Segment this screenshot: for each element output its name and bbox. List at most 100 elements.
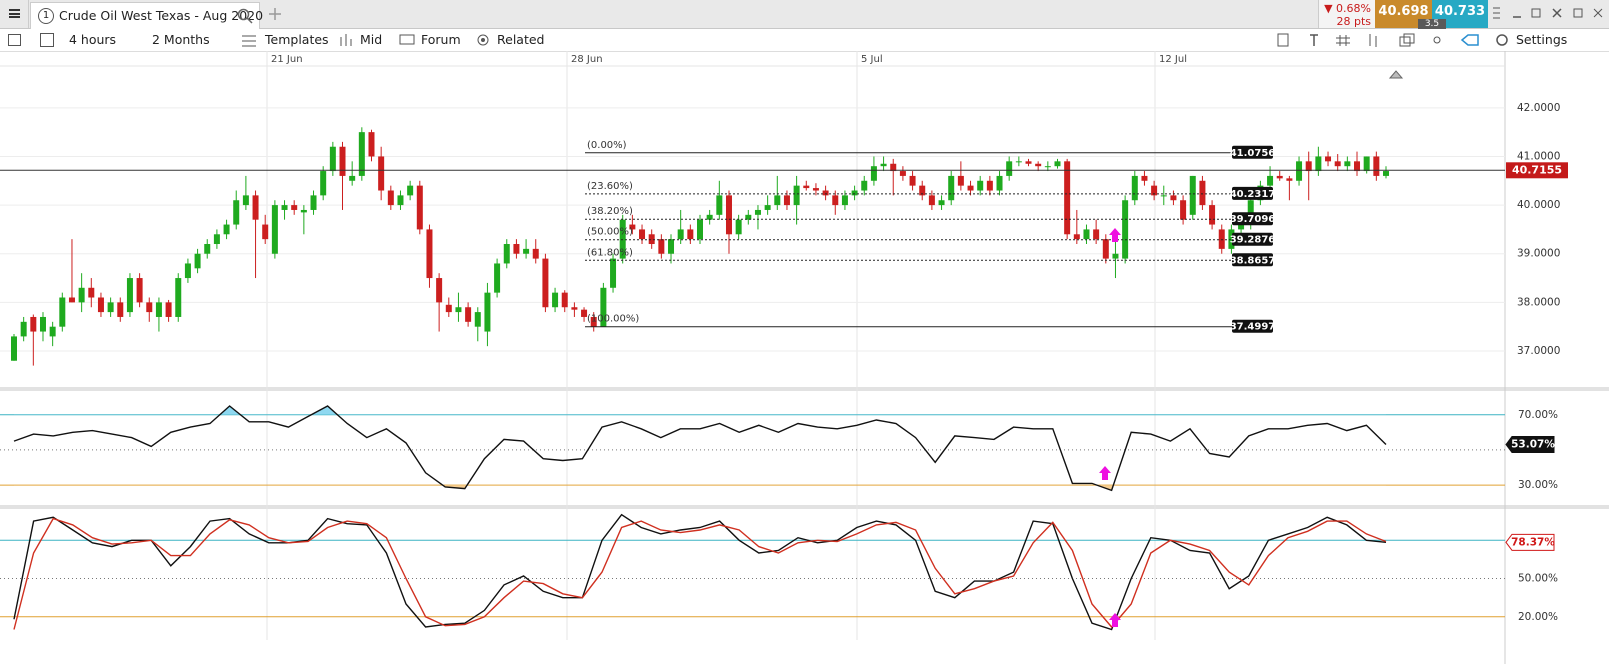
panel-divider	[0, 505, 1609, 509]
candle-body	[1383, 171, 1389, 176]
candle-body	[812, 188, 819, 191]
candle-body	[1189, 175, 1196, 215]
search-circle	[237, 8, 250, 21]
menu-button[interactable]	[0, 0, 29, 28]
popout[interactable]	[1573, 8, 1583, 18]
candle-body	[967, 185, 974, 191]
forum[interactable]: Forum	[421, 32, 461, 47]
candle-body	[484, 292, 491, 332]
candle-body	[1083, 229, 1090, 240]
settings[interactable]: Settings	[1516, 32, 1568, 47]
scroll-icon[interactable]	[1388, 70, 1404, 79]
menu-icon-bar	[9, 12, 20, 15]
price-tick-label: 38.0000	[1517, 296, 1560, 308]
candle-body	[387, 190, 394, 206]
candle-body	[1267, 175, 1274, 186]
price-tick-label: 41.0000	[1517, 150, 1560, 162]
candle-body	[677, 229, 684, 240]
tool-icon[interactable]	[1403, 33, 1415, 44]
fib-value-box	[1232, 319, 1273, 333]
change-points: 28 pts	[1336, 15, 1371, 28]
candle-body	[581, 309, 588, 317]
candle-body	[716, 195, 723, 215]
fib-value: 38.8657	[1230, 255, 1276, 266]
candle-body	[745, 214, 752, 220]
sell-price[interactable]: 40.698	[1375, 0, 1432, 28]
price-type[interactable]: Mid	[360, 32, 383, 47]
layout-icon[interactable]	[40, 33, 54, 47]
candle-body	[474, 312, 481, 327]
fib-value: 39.2876	[1230, 235, 1276, 246]
candle-body	[465, 307, 472, 322]
osc-tick-label: 20.00%	[1518, 611, 1558, 623]
tool-icon[interactable]	[1433, 36, 1441, 44]
interval[interactable]: 4 hours	[69, 32, 117, 47]
fib-value: 40.2317	[1230, 189, 1276, 200]
candle-body	[262, 224, 269, 240]
candle-body	[407, 185, 414, 196]
candle-body	[1276, 175, 1283, 179]
candle-body	[610, 258, 617, 288]
fib-value-box	[1232, 232, 1273, 246]
candle-body	[919, 185, 926, 196]
candle-body	[310, 195, 317, 210]
settings-icon[interactable]	[1496, 34, 1508, 46]
search-icon[interactable]	[237, 8, 253, 24]
candle-body	[252, 195, 259, 220]
candle-body	[329, 146, 336, 172]
current-value-box	[1505, 436, 1555, 454]
price-tick-label: 39.0000	[1517, 248, 1560, 260]
forum-icon	[399, 34, 415, 45]
fib-label: (23.60%)	[587, 181, 633, 192]
candle-body	[175, 278, 182, 317]
fib-label: (100.00%)	[587, 314, 639, 325]
candle-body	[291, 205, 298, 210]
restore[interactable]	[1531, 8, 1541, 18]
candle-body	[948, 175, 955, 201]
candle-body	[1102, 239, 1109, 259]
candle-body	[1315, 156, 1322, 172]
candle-body	[213, 234, 220, 245]
tool-icons	[1277, 33, 1508, 47]
range[interactable]: 2 Months	[152, 32, 210, 47]
candle-body	[349, 175, 356, 181]
instrument-name: Crude Oil West Texas - Aug 2020	[59, 8, 264, 23]
candle-body	[1131, 175, 1138, 201]
candle-body	[552, 292, 559, 308]
list-icon[interactable]	[8, 34, 21, 46]
close-all[interactable]	[1593, 8, 1603, 18]
candle-body	[996, 175, 1003, 191]
candle-body	[494, 263, 501, 293]
candle-body	[986, 180, 993, 191]
candle-body	[1228, 229, 1235, 249]
candle-body	[899, 171, 906, 176]
candle-body	[194, 253, 201, 269]
related[interactable]: Related	[497, 32, 545, 47]
candle-body	[600, 287, 607, 327]
fib-label: (50.00%)	[587, 227, 633, 238]
candle-body	[455, 307, 462, 313]
candle-body	[300, 209, 307, 213]
window-controls	[1493, 7, 1603, 19]
add-tab[interactable]	[268, 7, 282, 21]
candle-body	[59, 297, 66, 327]
osc-tick-label: 30.00%	[1518, 479, 1558, 491]
instrument-tab[interactable]: 1 Crude Oil West Texas - Aug 2020	[30, 2, 264, 29]
tool-icon-active[interactable]	[1460, 34, 1479, 46]
candle-body	[1170, 195, 1177, 201]
templates[interactable]: Templates	[265, 32, 329, 47]
candle-body	[851, 190, 858, 196]
upper-extreme-fill	[14, 406, 1386, 415]
close[interactable]	[1552, 8, 1562, 18]
price-tick-label: 37.0000	[1517, 345, 1560, 357]
date-label: 5 Jul	[861, 54, 883, 65]
candle-body	[803, 185, 810, 189]
toolbar-icons	[242, 34, 489, 47]
candle-body	[735, 219, 742, 235]
candle-body	[783, 195, 790, 206]
tool-icon[interactable]	[1277, 33, 1289, 47]
tool-icon[interactable]	[1399, 36, 1411, 47]
candle-body	[1044, 166, 1051, 168]
candle-body	[397, 195, 404, 206]
candle-body	[184, 263, 191, 279]
